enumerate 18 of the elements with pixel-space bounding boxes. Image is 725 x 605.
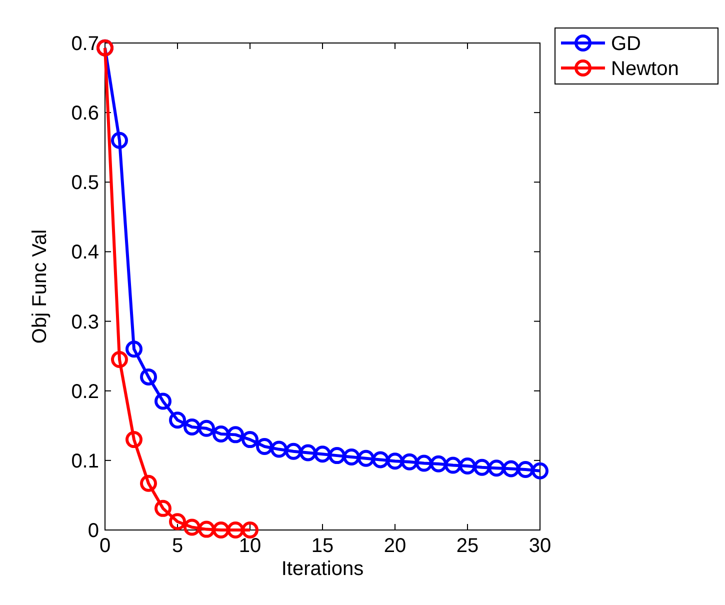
y-tick-label: 0.3 [71, 311, 99, 334]
y-tick-label: 0.2 [71, 380, 99, 403]
x-tick-label: 25 [456, 535, 479, 557]
x-tick-label: 15 [311, 535, 334, 557]
y-tick-label: 0.1 [71, 450, 99, 472]
y-tick-label: 0.6 [71, 102, 99, 125]
y-tick-label: 0 [88, 520, 99, 542]
y-tick-label: 0.4 [71, 242, 99, 264]
y-tick-label: 0.7 [71, 33, 99, 55]
legend-label: Newton [611, 58, 679, 80]
legend-label: GD [611, 33, 641, 55]
x-tick-label: 20 [384, 535, 406, 557]
x-axis-title: Iterations [281, 558, 364, 580]
x-tick-label: 10 [238, 535, 262, 557]
y-tick-label: 0.5 [71, 172, 99, 194]
y-axis-title: Obj Func Val [29, 229, 51, 344]
x-tick-label: 30 [528, 535, 552, 557]
x-tick-label: 5 [172, 535, 184, 557]
